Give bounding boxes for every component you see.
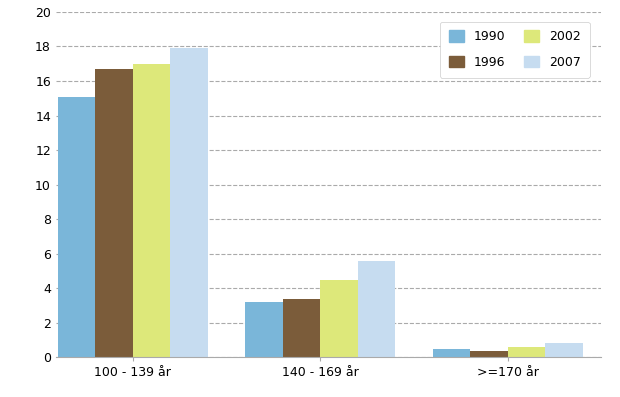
Bar <box>95 69 133 357</box>
Bar <box>320 279 358 357</box>
Bar <box>433 349 470 357</box>
Bar <box>470 351 508 357</box>
Bar <box>358 260 395 357</box>
Legend: 1990, 1996, 2002, 2007: 1990, 1996, 2002, 2007 <box>440 21 590 78</box>
Bar <box>245 302 283 357</box>
Bar <box>508 347 545 357</box>
Bar <box>133 64 170 357</box>
Bar <box>170 48 208 357</box>
Bar <box>283 299 320 357</box>
Bar <box>545 343 583 357</box>
Bar <box>58 96 95 357</box>
